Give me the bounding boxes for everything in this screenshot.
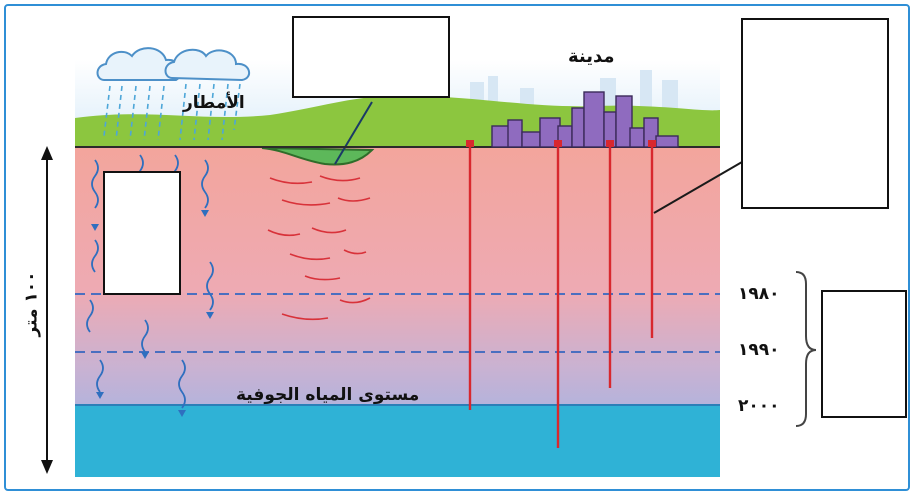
answer-box-years[interactable] — [821, 290, 907, 418]
wells — [468, 147, 654, 448]
depth-label: ١٠٠ متر — [21, 268, 42, 340]
city-label: مدينة — [568, 46, 615, 67]
cloud-icon — [96, 47, 251, 82]
seepage-marks — [267, 175, 371, 321]
groundwater-level-label: مستوى المياه الجوفية — [236, 385, 420, 405]
answer-box-infiltration[interactable] — [103, 171, 181, 295]
answer-box-well[interactable] — [741, 18, 889, 209]
well-caps — [466, 140, 656, 147]
city-buildings — [491, 91, 679, 148]
soil-layer — [75, 147, 720, 407]
infiltration-arrows — [86, 154, 214, 409]
aquifer-layer — [75, 405, 720, 477]
lake — [261, 147, 375, 166]
rain-label: الأمطار — [183, 93, 245, 113]
year-1990: ١٩٩٠ — [738, 340, 780, 360]
answer-box-lake[interactable] — [292, 16, 450, 98]
rain-streaks — [103, 83, 241, 141]
year-1980: ١٩٨٠ — [738, 284, 780, 304]
depth-arrow-bottom — [41, 460, 53, 474]
year-brace — [795, 271, 817, 427]
well-pointer-line — [653, 161, 743, 214]
depth-arrow-top — [41, 146, 53, 160]
lake-pointer-line — [334, 101, 373, 165]
year-2000: ٢٠٠٠ — [738, 396, 780, 416]
skyline-background — [470, 70, 678, 112]
